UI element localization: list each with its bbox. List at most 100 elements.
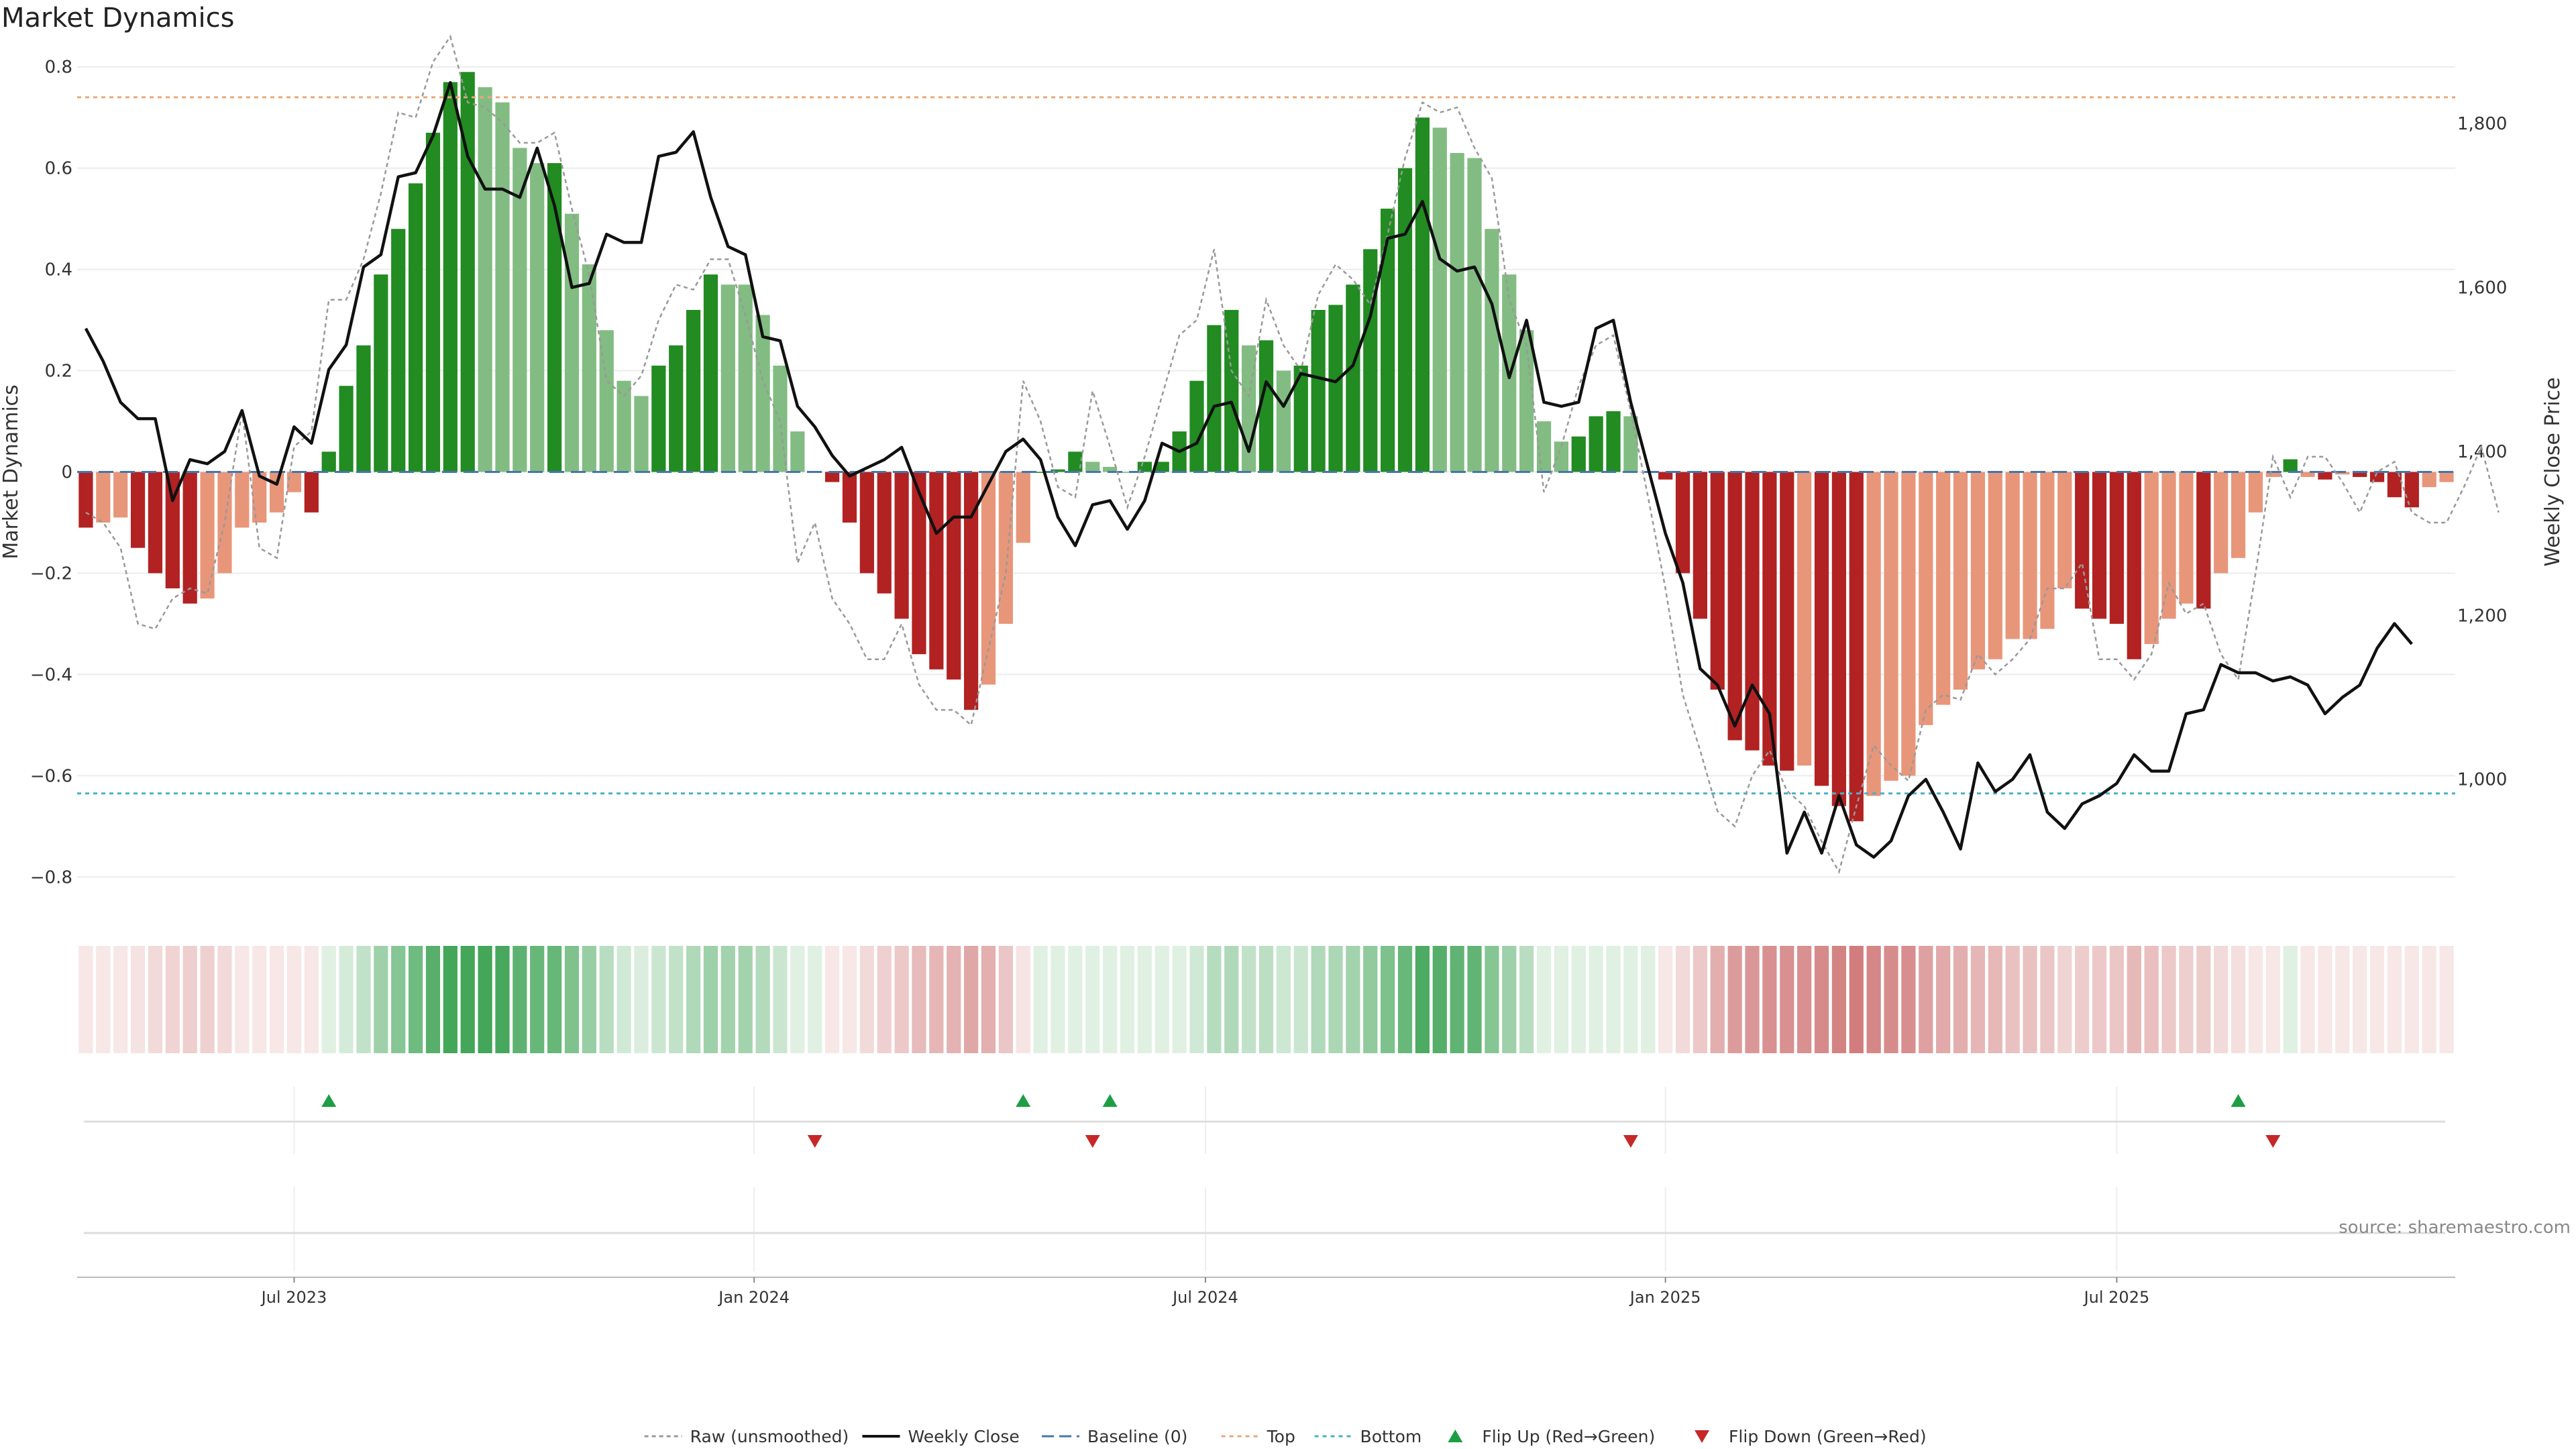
heat-cell-111 xyxy=(2005,946,2020,1053)
heat-cell-22 xyxy=(460,946,475,1053)
heat-cell-11 xyxy=(269,946,284,1053)
momentum-bar-52 xyxy=(981,472,996,685)
momentum-bar-128 xyxy=(2300,472,2315,478)
heat-cell-61 xyxy=(1137,946,1152,1053)
heat-cell-28 xyxy=(564,946,580,1053)
source-credit: source: sharemaestro.com xyxy=(2339,1218,2571,1238)
left-tick-label: −0.4 xyxy=(30,665,72,685)
momentum-bar-53 xyxy=(998,472,1013,624)
heat-cell-131 xyxy=(2353,946,2367,1053)
momentum-bar-88 xyxy=(1606,411,1621,472)
heat-cell-104 xyxy=(1884,946,1898,1053)
momentum-bar-64 xyxy=(1189,380,1204,472)
heat-cell-38 xyxy=(738,946,753,1053)
heat-cell-39 xyxy=(755,946,770,1053)
momentum-bar-59 xyxy=(1103,466,1118,472)
heat-cell-27 xyxy=(547,946,562,1053)
heat-cell-103 xyxy=(1866,946,1881,1053)
momentum-bar-93 xyxy=(1693,472,1708,619)
momentum-bar-131 xyxy=(2353,472,2367,478)
momentum-bar-50 xyxy=(947,472,961,680)
heat-cell-4 xyxy=(148,946,163,1053)
heat-cell-136 xyxy=(2439,946,2454,1053)
momentum-bar-95 xyxy=(1727,472,1742,741)
momentum-bar-36 xyxy=(703,274,718,472)
right-tick-label: 1,000 xyxy=(2457,770,2507,790)
x-tick-label: Jan 2025 xyxy=(1629,1288,1701,1307)
momentum-bar-121 xyxy=(2179,472,2194,604)
heat-cell-7 xyxy=(200,946,215,1053)
heat-cell-108 xyxy=(1953,946,1968,1053)
flip-up-marker xyxy=(2231,1094,2246,1107)
left-axis-label: Market Dynamics xyxy=(0,384,23,559)
heat-cell-83 xyxy=(1519,946,1534,1053)
momentum-bar-23 xyxy=(478,87,492,472)
legend-label-1: Weekly Close xyxy=(908,1427,1019,1446)
momentum-bar-54 xyxy=(1016,472,1030,543)
momentum-bar-7 xyxy=(200,472,215,599)
momentum-bar-2 xyxy=(113,472,128,518)
momentum-bar-47 xyxy=(894,472,909,619)
heat-cell-6 xyxy=(182,946,197,1053)
heat-cell-30 xyxy=(599,946,614,1053)
momentum-bar-60 xyxy=(1120,472,1135,473)
heat-cell-3 xyxy=(130,946,146,1053)
legend-label-5: Flip Up (Red→Green) xyxy=(1482,1427,1655,1446)
legend-label-4: Bottom xyxy=(1360,1427,1422,1446)
heat-cell-5 xyxy=(165,946,180,1053)
heat-cell-122 xyxy=(2196,946,2211,1053)
momentum-bar-91 xyxy=(1658,472,1673,480)
left-tick-label: 0 xyxy=(61,463,72,483)
heat-cell-96 xyxy=(1745,946,1760,1053)
heat-cell-77 xyxy=(1415,946,1430,1053)
momentum-bar-105 xyxy=(1901,472,1916,776)
momentum-bar-106 xyxy=(1919,472,1933,725)
right-axis-label: Weekly Close Price xyxy=(2541,377,2565,566)
heat-cell-101 xyxy=(1831,946,1847,1053)
heat-cell-95 xyxy=(1727,946,1742,1053)
momentum-bar-84 xyxy=(1536,421,1552,472)
momentum-bar-27 xyxy=(547,163,562,472)
momentum-bar-117 xyxy=(2109,472,2125,624)
heat-cell-16 xyxy=(356,946,371,1053)
momentum-bar-101 xyxy=(1831,472,1847,806)
momentum-bar-24 xyxy=(495,102,510,472)
heat-cell-126 xyxy=(2265,946,2280,1053)
heat-cell-84 xyxy=(1536,946,1552,1053)
heat-cell-105 xyxy=(1901,946,1916,1053)
momentum-bar-30 xyxy=(599,330,614,472)
heat-cell-94 xyxy=(1710,946,1725,1053)
momentum-bar-65 xyxy=(1207,325,1222,472)
momentum-bar-75 xyxy=(1381,209,1395,472)
momentum-bar-107 xyxy=(1936,472,1951,705)
momentum-bar-102 xyxy=(1849,472,1864,822)
heat-cell-32 xyxy=(634,946,649,1053)
weekly-close-line xyxy=(84,80,2414,859)
right-tick-label: 1,200 xyxy=(2457,606,2507,626)
momentum-bar-32 xyxy=(634,396,649,472)
momentum-bar-13 xyxy=(304,472,319,513)
heat-cell-91 xyxy=(1658,946,1673,1053)
heat-cell-54 xyxy=(1016,946,1030,1053)
x-tick-label: Jan 2024 xyxy=(717,1288,790,1307)
heat-cell-35 xyxy=(686,946,701,1053)
momentum-bar-136 xyxy=(2439,472,2454,482)
heat-cell-25 xyxy=(513,946,527,1053)
momentum-bar-45 xyxy=(859,472,874,574)
heat-cell-47 xyxy=(894,946,909,1053)
heat-cell-120 xyxy=(2161,946,2176,1053)
flip-down-marker xyxy=(2265,1135,2281,1148)
heat-cell-17 xyxy=(374,946,388,1053)
momentum-bar-55 xyxy=(1033,472,1048,473)
left-tick-label: −0.2 xyxy=(30,564,72,584)
heat-cell-71 xyxy=(1311,946,1326,1053)
momentum-bar-74 xyxy=(1363,249,1378,472)
momentum-bar-98 xyxy=(1780,472,1794,771)
heat-cell-110 xyxy=(1988,946,2002,1053)
momentum-bar-124 xyxy=(2231,472,2246,558)
heat-cell-44 xyxy=(842,946,857,1053)
momentum-bar-29 xyxy=(582,264,596,472)
heat-cell-98 xyxy=(1780,946,1794,1053)
momentum-bar-3 xyxy=(130,472,146,548)
momentum-bar-57 xyxy=(1068,451,1083,472)
